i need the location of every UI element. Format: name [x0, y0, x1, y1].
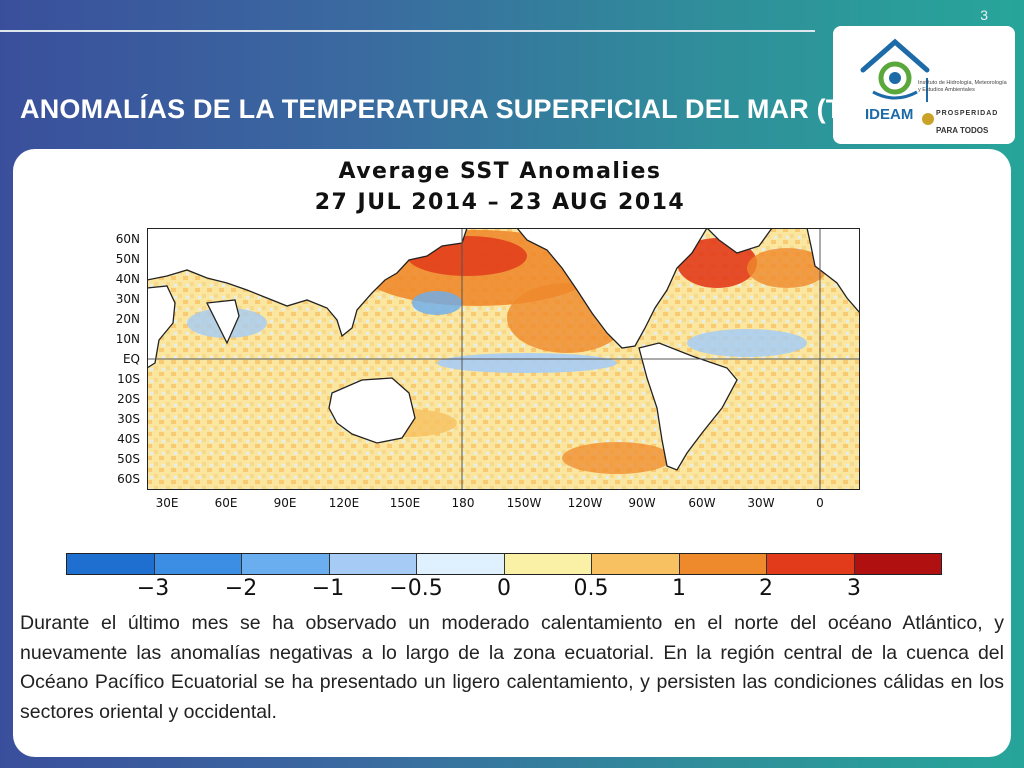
- india: [205, 299, 240, 345]
- australia: [328, 377, 416, 444]
- lat-label: 60N: [115, 232, 140, 246]
- colorbar-label: −0.5: [389, 576, 443, 601]
- colorbar-segment: [242, 554, 330, 574]
- eurasia: [146, 227, 468, 338]
- lat-label: 30S: [117, 412, 140, 426]
- lon-label: 120E: [328, 496, 360, 510]
- colorbar-segment: [854, 554, 941, 574]
- land-masses: [146, 227, 861, 471]
- ideam-roof-icon: [860, 38, 930, 73]
- logo-wordmark: IDEAM: [865, 106, 914, 123]
- colorbar-segment: [67, 554, 155, 574]
- lat-label: 50N: [115, 252, 140, 266]
- lon-label: 30W: [747, 496, 775, 510]
- lon-label: 30E: [155, 496, 179, 510]
- lat-label: 20S: [117, 392, 140, 406]
- colorbar-label: 0: [497, 576, 511, 601]
- colorbar: [66, 553, 942, 575]
- colorbar-label: 2: [759, 576, 773, 601]
- lat-label: 30N: [115, 292, 140, 306]
- colorbar-label: 1: [672, 576, 686, 601]
- lat-label: 60S: [117, 472, 140, 486]
- colorbar-label: −1: [311, 576, 345, 601]
- lon-label: 150E: [389, 496, 421, 510]
- colorbar-label: 3: [847, 576, 861, 601]
- colorbar-segment: [679, 554, 767, 574]
- lon-label: 90E: [273, 496, 297, 510]
- lon-label: 150W: [506, 496, 542, 510]
- lat-label: 40S: [117, 432, 140, 446]
- colorbar-segment: [329, 554, 417, 574]
- ideam-swirl-icon: [878, 61, 912, 95]
- ideam-logo: IDEAM Instituto de Hidrología, Meteorolo…: [833, 26, 1015, 144]
- lat-label: 50S: [117, 452, 140, 466]
- lat-label: 20N: [115, 312, 140, 326]
- lat-label: EQ: [122, 352, 140, 366]
- lon-label: 90W: [628, 496, 656, 510]
- map-period: 27 JUL 2014 – 23 AUG 2014: [314, 190, 686, 215]
- lat-label: 10N: [115, 332, 140, 346]
- africa: [146, 285, 176, 370]
- colorbar-label: 0.5: [573, 576, 609, 601]
- colorbar-segment: [592, 554, 680, 574]
- colorbar-segment: [504, 554, 592, 574]
- colorbar-label: −3: [136, 576, 170, 601]
- slide-title: ANOMALÍAS DE LA TEMPERATURA SUPERFICIAL …: [20, 94, 893, 124]
- lon-label: 60E: [214, 496, 238, 510]
- logo-motto-line1: PROSPERIDAD: [936, 110, 999, 117]
- sst-anomaly-map: [146, 227, 861, 490]
- lon-label: 180: [451, 496, 475, 510]
- lon-label: 0: [816, 496, 824, 510]
- header-rule: [0, 30, 815, 32]
- colombia-seal-icon: [922, 113, 934, 125]
- logo-institute: Instituto de Hidrología, Meteorología y …: [918, 80, 1007, 93]
- anomaly-patches: [187, 230, 827, 474]
- colorbar-label: −2: [224, 576, 258, 601]
- colorbar-segment: [154, 554, 242, 574]
- description-text: Durante el último mes se ha observado un…: [20, 612, 1004, 723]
- south-america: [638, 342, 738, 471]
- lat-label: 40N: [115, 272, 140, 286]
- colorbar-segment: [417, 554, 505, 574]
- slide-number: 3: [980, 7, 988, 23]
- lon-label: 60W: [688, 496, 716, 510]
- lat-label: 10S: [117, 372, 140, 386]
- map-heading: Average SST Anomalies 27 JUL 2014 – 23 A…: [140, 156, 860, 218]
- colorbar-segment: [767, 554, 855, 574]
- lon-label: 120W: [567, 496, 603, 510]
- logo-motto-line2: PARA TODOS: [936, 126, 989, 135]
- map-title: Average SST Anomalies: [338, 159, 662, 184]
- north-america: [515, 227, 709, 349]
